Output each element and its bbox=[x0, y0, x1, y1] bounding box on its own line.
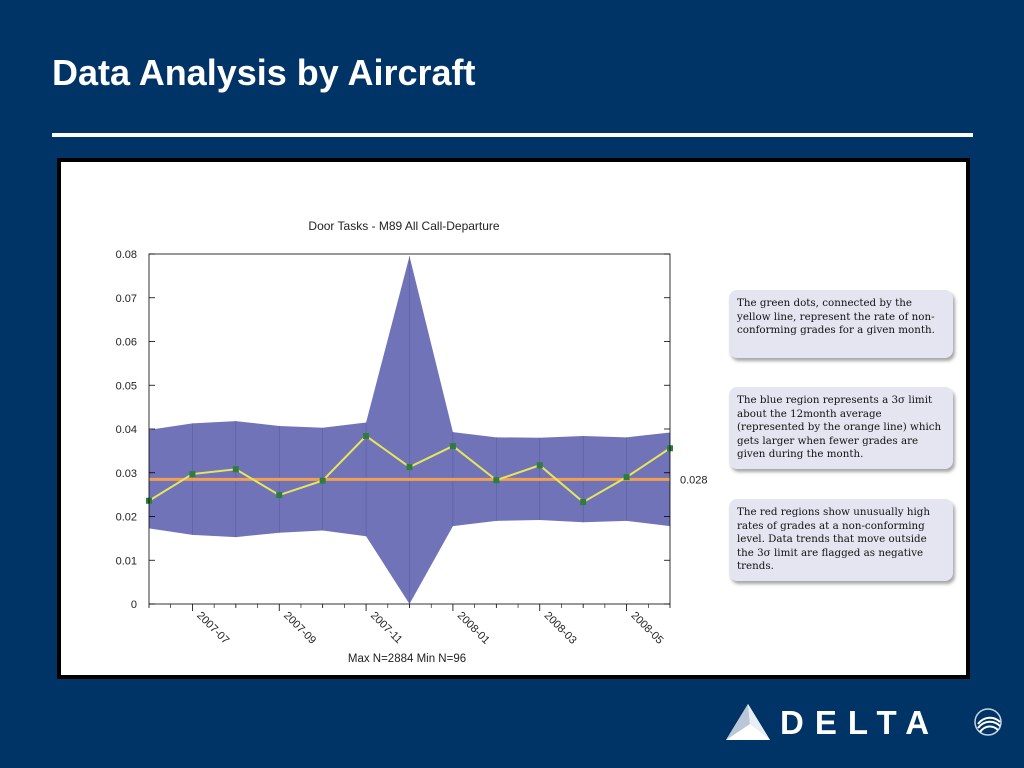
x-tick-label: 2007-07 bbox=[194, 610, 231, 647]
skyteam-icon bbox=[974, 708, 1002, 736]
chart-title: Door Tasks - M89 All Call-Departure bbox=[308, 219, 500, 233]
note-blue-region: The blue region represents a 3σ limit ab… bbox=[729, 387, 953, 469]
x-tick-label: 2008-03 bbox=[542, 610, 579, 647]
delta-widget-icon bbox=[726, 704, 770, 740]
plot-area: 0 0.01 0.02 0.03 0.04 0.05 0.06 0.07 0.08 2007-07… bbox=[116, 249, 708, 647]
y-tick-label: 0.04 bbox=[116, 424, 137, 436]
y-tick-label: 0.06 bbox=[116, 337, 137, 349]
x-tick-label: 2008-01 bbox=[455, 610, 492, 647]
rate-point bbox=[449, 443, 456, 450]
rate-point bbox=[363, 433, 370, 439]
x-tick-label: 2007-09 bbox=[281, 610, 318, 647]
rate-point bbox=[232, 466, 239, 473]
title-divider bbox=[52, 133, 973, 137]
y-tick-label: 0.08 bbox=[116, 249, 137, 261]
chart-svg: Door Tasks - M89 All Call-Departure 0 0.0… bbox=[116, 219, 708, 665]
chart-figure: Door Tasks - M89 All Call-Departure 0 0.0… bbox=[57, 158, 970, 679]
x-tick-label: 2008-05 bbox=[628, 610, 665, 647]
delta-logo: DELTA bbox=[724, 700, 1014, 744]
chart-caption: Max N=2884 Min N=96 bbox=[348, 653, 466, 665]
y-tick-label: 0.03 bbox=[116, 468, 137, 480]
note-green-dots: The green dots, connected by the yellow … bbox=[729, 290, 953, 358]
rate-point bbox=[406, 464, 413, 471]
rate-point bbox=[319, 477, 326, 484]
x-tick-label: 2007-11 bbox=[368, 610, 404, 646]
note-red-regions: The red regions show unusually high rate… bbox=[729, 499, 953, 581]
rate-point bbox=[276, 492, 283, 499]
rate-point bbox=[189, 471, 196, 478]
y-tick-label: 0.05 bbox=[116, 380, 137, 392]
y-tick-label: 0.02 bbox=[116, 512, 137, 524]
brand-wordmark: DELTA bbox=[780, 704, 941, 741]
y-tick-label: 0.07 bbox=[116, 293, 137, 305]
y-tick-label: 0 bbox=[131, 599, 137, 611]
y-tick-label: 0.01 bbox=[116, 555, 137, 567]
rate-point bbox=[623, 474, 630, 481]
rate-point bbox=[493, 477, 500, 484]
rate-point bbox=[580, 499, 587, 506]
rate-point bbox=[536, 462, 543, 469]
average-end-label: 0.028 bbox=[680, 474, 708, 486]
slide-title: Data Analysis by Aircraft bbox=[52, 52, 476, 93]
